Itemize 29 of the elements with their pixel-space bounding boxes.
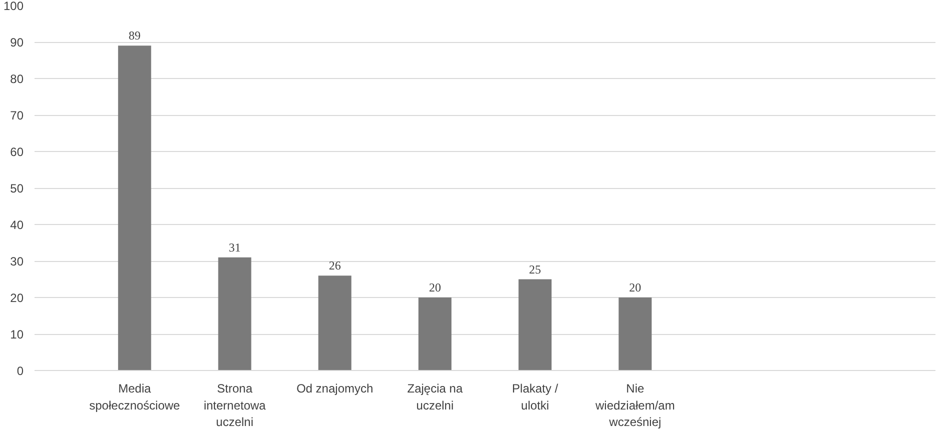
y-tick-label: 0 <box>16 364 24 378</box>
x-tick-label: Od znajomych <box>296 382 374 396</box>
y-tick-label: 50 <box>10 182 24 196</box>
y-tick-label: 100 <box>3 0 24 13</box>
bar <box>618 298 652 370</box>
bar <box>518 279 552 370</box>
data-label: 20 <box>629 280 642 294</box>
bar <box>318 276 352 370</box>
bar <box>418 298 452 370</box>
y-tick-label: 40 <box>10 218 24 232</box>
data-label: 26 <box>328 258 341 273</box>
y-tick-label: 10 <box>10 328 24 342</box>
data-label: 20 <box>428 280 441 294</box>
y-tick-label: 30 <box>10 254 24 268</box>
bar <box>118 46 152 370</box>
y-tick-label: 70 <box>10 108 24 122</box>
x-tick-label: Nie wiedziałem/am wcześniej <box>594 382 675 430</box>
bar <box>218 257 252 370</box>
y-tick-label: 80 <box>10 72 24 86</box>
data-label: 25 <box>529 262 542 276</box>
data-label: 31 <box>228 240 241 254</box>
x-tick-label: Plakaty / ulotki <box>512 382 559 412</box>
y-tick-label: 90 <box>10 36 24 50</box>
data-label: 89 <box>128 28 141 43</box>
y-tick-label: 20 <box>10 291 24 305</box>
x-tick-label: Media społecznościowe <box>89 382 180 412</box>
x-tick-label: Strona internetowa uczelni <box>204 382 266 430</box>
x-tick-label: Zajęcia na uczelni <box>407 382 463 412</box>
y-tick-label: 60 <box>10 145 24 159</box>
